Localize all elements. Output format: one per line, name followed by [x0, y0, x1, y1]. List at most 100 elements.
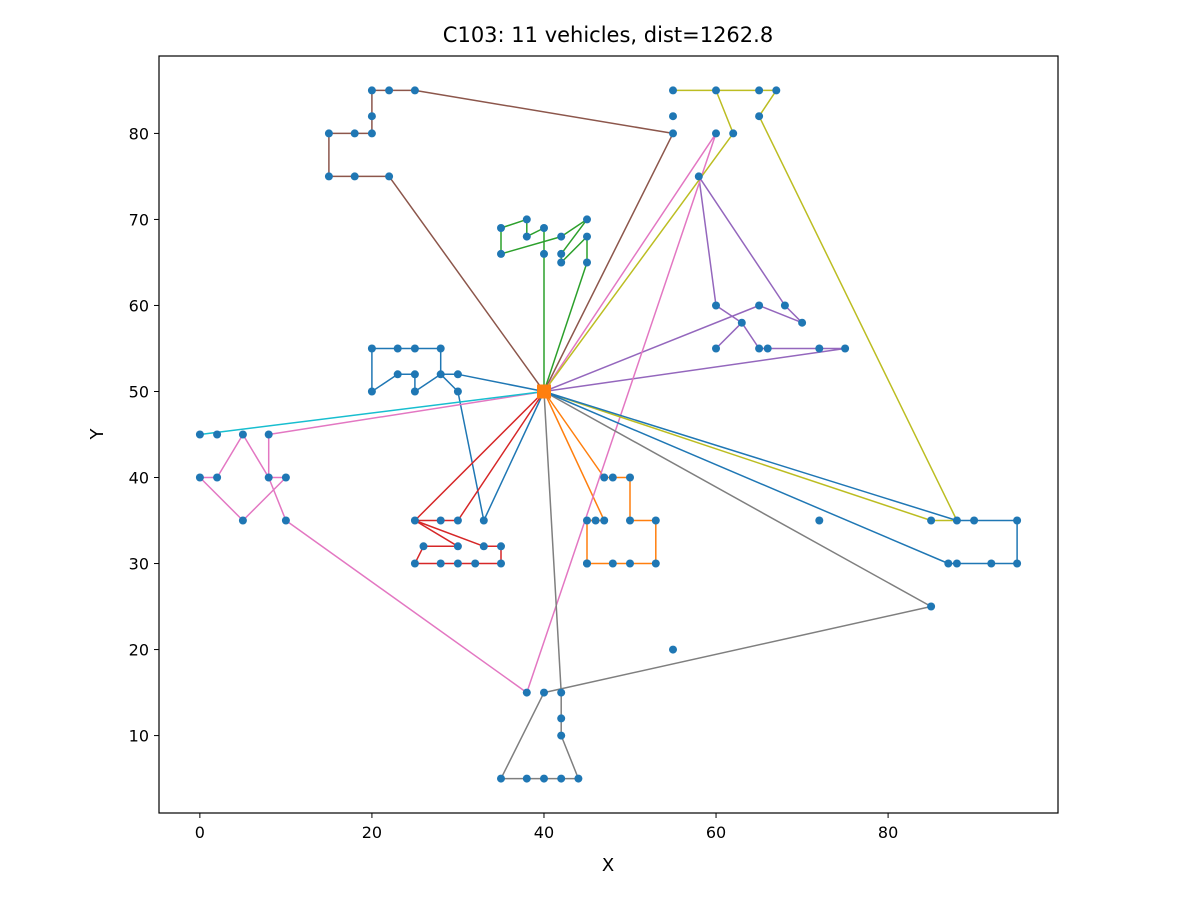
customer-point — [497, 224, 505, 232]
customer-point — [540, 249, 548, 258]
customer-point — [497, 249, 505, 258]
depot-marker — [537, 384, 551, 399]
x-axis: 0 20 40 60 80 — [195, 813, 898, 842]
customer-point — [591, 516, 600, 525]
customer-point — [522, 232, 531, 241]
customer-point — [712, 344, 720, 353]
customer-point — [540, 688, 548, 697]
customer-point — [712, 301, 720, 310]
customer-point — [410, 387, 419, 396]
y-tick-label: 40 — [129, 469, 149, 488]
customer-point — [324, 172, 333, 181]
customer-point — [987, 559, 996, 568]
x-axis-label: X — [602, 855, 614, 876]
customer-point — [281, 516, 290, 525]
route-line-5 — [543, 175, 846, 393]
customer-point — [626, 516, 634, 525]
customer-point — [238, 516, 247, 525]
customer-point — [264, 430, 273, 439]
customer-point — [281, 473, 290, 482]
customer-point — [927, 602, 936, 611]
customer-point — [419, 542, 428, 551]
customer-point — [410, 344, 419, 353]
customer-point — [367, 86, 376, 95]
customer-point — [453, 387, 462, 396]
customer-point — [393, 370, 402, 379]
customer-point — [410, 516, 419, 525]
customer-point — [195, 473, 204, 482]
customer-point — [410, 86, 419, 95]
customer-point — [737, 318, 746, 327]
y-tick-label: 80 — [129, 124, 149, 143]
customer-point — [497, 774, 505, 783]
y-tick-label: 60 — [129, 296, 149, 315]
customer-point — [970, 516, 979, 525]
customer-point — [729, 129, 738, 138]
customer-point — [264, 473, 273, 482]
customer-point — [385, 172, 394, 181]
customer-point — [626, 473, 634, 482]
customer-point — [453, 559, 462, 568]
customer-point — [213, 473, 222, 482]
customer-point — [522, 774, 531, 783]
customer-point — [755, 344, 764, 353]
customer-point — [497, 559, 505, 568]
customer-point — [453, 370, 462, 379]
customer-point — [583, 258, 591, 267]
customer-point — [522, 688, 531, 697]
customer-point — [583, 516, 591, 525]
customer-point — [583, 559, 591, 568]
customer-point — [574, 774, 583, 783]
customer-point — [651, 516, 660, 525]
customer-point — [436, 370, 445, 379]
customer-point — [583, 232, 591, 241]
y-tick-label: 30 — [129, 555, 149, 574]
customer-point — [1013, 559, 1022, 568]
customer-point — [436, 516, 445, 525]
customer-point — [479, 516, 488, 525]
customer-point — [367, 387, 376, 396]
customer-point — [410, 559, 419, 568]
customer-point — [350, 129, 359, 138]
customer-point — [557, 731, 566, 740]
customer-point — [350, 172, 359, 181]
customer-point — [798, 318, 807, 327]
customer-point — [436, 559, 445, 568]
y-tick-label: 10 — [129, 727, 149, 746]
customer-point — [238, 430, 247, 439]
customer-point — [471, 559, 480, 568]
customer-point — [669, 86, 677, 95]
customer-point — [195, 430, 204, 439]
customer-point — [583, 215, 591, 224]
customer-point — [410, 370, 419, 379]
customer-point — [557, 258, 566, 267]
customer-point — [557, 688, 566, 697]
route-line-8 — [500, 390, 932, 780]
chart-title: C103: 11 vehicles, dist=1262.8 — [443, 23, 773, 47]
customer-point — [367, 112, 376, 121]
y-tick-label: 70 — [129, 210, 149, 229]
customer-point — [367, 344, 376, 353]
customer-point — [600, 473, 609, 482]
customer-point — [453, 542, 462, 551]
x-tick-label: 20 — [362, 823, 382, 842]
customer-point — [479, 542, 488, 551]
customer-point — [540, 774, 548, 783]
customer-point — [669, 112, 677, 121]
customer-point — [1013, 516, 1022, 525]
x-tick-label: 60 — [706, 823, 726, 842]
customer-point — [393, 344, 402, 353]
customer-point — [815, 516, 824, 525]
y-tick-label: 50 — [129, 382, 149, 401]
customer-point — [436, 344, 445, 353]
customer-point — [755, 112, 764, 121]
x-tick-label: 80 — [878, 823, 898, 842]
customer-point — [772, 86, 781, 95]
customer-point — [608, 559, 617, 568]
customer-point — [522, 215, 531, 224]
customer-point — [557, 232, 566, 241]
depot-layer — [537, 384, 551, 399]
